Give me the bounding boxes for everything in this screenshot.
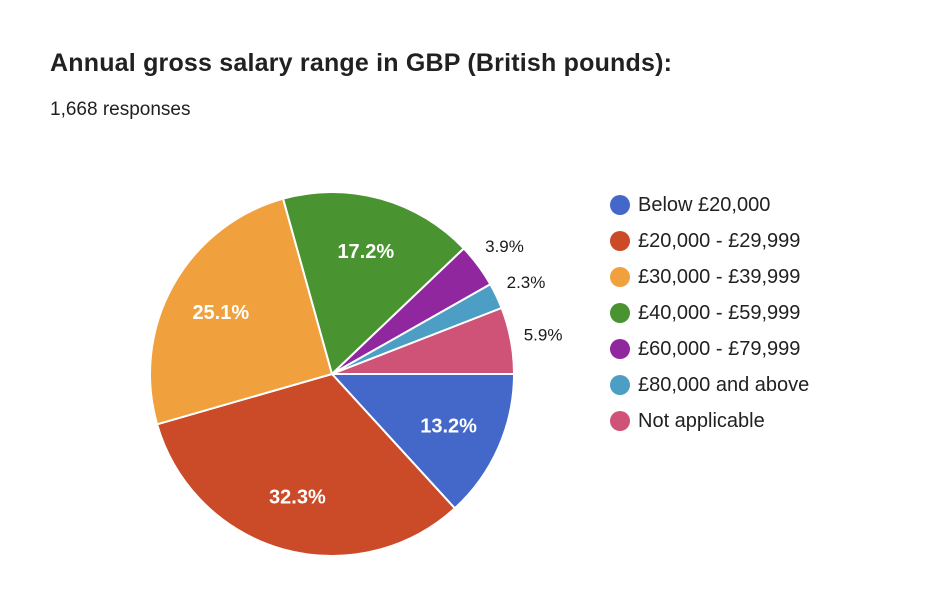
question-title: Annual gross salary range in GBP (Britis… [50,49,673,77]
response-count: 1,668 responses [50,99,191,120]
slice-label-20-000-29-999: 32.3% [269,487,326,509]
slice-label-60-000-79-999: 3.9% [485,237,524,256]
legend-swatch [610,303,630,323]
legend-swatch [610,231,630,251]
pie-slice-not-applicable[interactable] [331,307,515,375]
legend-label: £40,000 - £59,999 [638,302,801,324]
legend-label: Below £20,000 [638,194,771,216]
legend-label: £80,000 and above [638,374,810,396]
legend-swatch [610,339,630,359]
slice-label-80-000-and-above: 2.3% [507,273,546,292]
slice-label-30-000-39-999: 25.1% [192,302,249,324]
legend-label: £30,000 - £39,999 [638,266,801,288]
legend-item-30-000-39-999: £30,000 - £39,999 [610,259,809,295]
legend-item-60-000-79-999: £60,000 - £79,999 [610,331,809,367]
legend-item-below-20-000: Below £20,000 [610,187,809,223]
pie-slice-30-000-39-999[interactable] [149,197,333,426]
legend-swatch [610,195,630,215]
pie-slice-40-000-59-999[interactable] [282,191,465,375]
legend: Below £20,000 £20,000 - £29,999 £30,000 - … [610,187,809,439]
legend-label: Not applicable [638,410,765,432]
legend-swatch [610,411,630,431]
legend-swatch [610,267,630,287]
legend-label: £20,000 - £29,999 [638,230,801,252]
legend-item-80-000-and-above: £80,000 and above [610,367,809,403]
slice-label-not-applicable: 5.9% [524,325,563,344]
legend-swatch [610,375,630,395]
slice-label-below-20-000: 13.2% [420,415,477,437]
legend-item-40-000-59-999: £40,000 - £59,999 [610,295,809,331]
legend-item-not-applicable: Not applicable [610,403,809,439]
pie-slice-20-000-29-999[interactable] [156,373,456,558]
legend-label: £60,000 - £79,999 [638,338,801,360]
pie-slice-below-20-000[interactable] [331,373,515,510]
legend-item-20-000-29-999: £20,000 - £29,999 [610,223,809,259]
slice-label-40-000-59-999: 17.2% [337,241,394,263]
